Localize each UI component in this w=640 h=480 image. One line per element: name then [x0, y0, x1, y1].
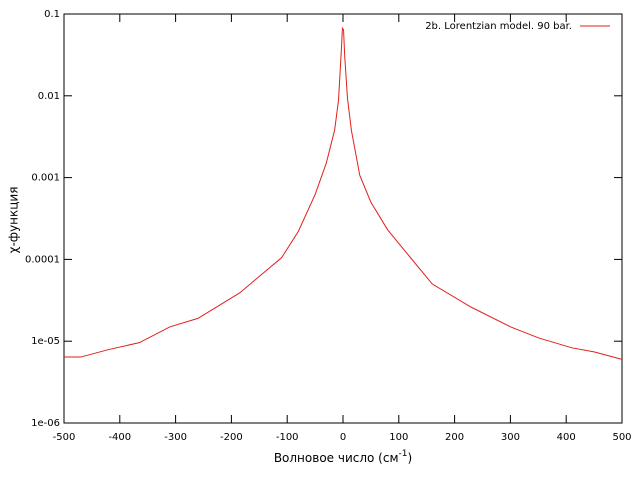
x-tick-label: 100	[389, 432, 408, 443]
x-tick-label: 500	[612, 432, 631, 443]
x-tick-label: 400	[557, 432, 576, 443]
y-tick-label: 0.1	[44, 9, 60, 20]
x-tick-label: -400	[108, 432, 131, 443]
x-tick-label: -100	[276, 432, 299, 443]
x-axis-label: Волновое число (см-1)	[274, 449, 412, 465]
x-tick-label: 200	[445, 432, 464, 443]
y-tick-label: 1e-06	[31, 418, 60, 429]
legend-label: 2b. Lorentzian model. 90 bar.	[425, 21, 572, 32]
x-tick-label: -200	[220, 432, 243, 443]
y-tick-label: 1e-05	[31, 336, 60, 347]
x-tick-label: -300	[164, 432, 187, 443]
x-tick-label: -500	[53, 432, 76, 443]
plot-frame	[63, 13, 623, 424]
y-tick-label: 0.001	[31, 173, 60, 184]
y-axis-label: χ-функция	[7, 187, 21, 254]
y-tick-label: 0.01	[38, 91, 60, 102]
y-tick-label: 0.0001	[25, 254, 60, 265]
series-line	[64, 26, 623, 360]
x-tick-label: 0	[340, 432, 346, 443]
x-tick-label: 300	[501, 432, 520, 443]
